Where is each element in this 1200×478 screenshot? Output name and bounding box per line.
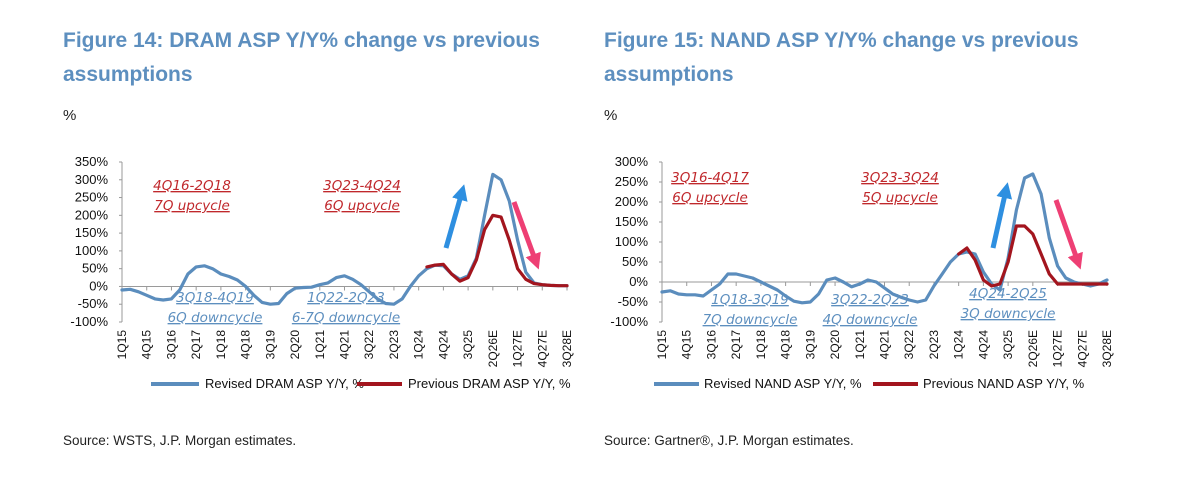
figure-14-panel: Figure 14: DRAM ASP Y/Y% change vs previ… — [63, 29, 574, 448]
x-tick-label: 3Q19 — [803, 330, 817, 360]
x-tick-label: 4Q18 — [239, 330, 253, 360]
series-line-previous — [425, 213, 569, 288]
x-tick-label: 3Q16 — [164, 330, 178, 360]
x-tick-label: 4Q15 — [140, 330, 154, 360]
figure-14-chart: -100% -50% 0% 50% 100% 150% 200% 250% 300% 350% 1Q… — [70, 154, 574, 391]
downcycle-annotation: 3Q downcycle — [961, 306, 1056, 322]
y-tick-label: 250% — [75, 190, 109, 205]
series-line-previous — [957, 224, 1109, 288]
x-tick-label: 2Q20 — [828, 330, 842, 360]
down-arrow-icon — [511, 201, 541, 270]
legend-label: Revised NAND ASP Y/Y, % — [704, 376, 862, 391]
y-tick-label: 0% — [89, 278, 108, 293]
x-tick-label: 2Q17 — [189, 330, 203, 360]
downcycle-annotation: 7Q downcycle — [703, 312, 798, 328]
x-tick-label: 3Q22 — [902, 330, 916, 360]
x-tick-label: 1Q15 — [115, 330, 129, 360]
x-tick-label: 1Q27E — [1051, 330, 1065, 367]
x-tick-label: 2Q17 — [729, 330, 743, 360]
x-tick-label: 3Q25 — [461, 330, 475, 360]
y-tick-label: 50% — [82, 261, 108, 276]
x-tick-label: 3Q28E — [560, 330, 574, 367]
x-tick-label: 2Q23 — [387, 330, 401, 360]
x-tick-label: 4Q24 — [436, 330, 450, 360]
figure-15-source: Source: Gartner®, J.P. Morgan estimates. — [604, 433, 854, 448]
figure-14-source: Source: WSTS, J.P. Morgan estimates. — [63, 433, 297, 448]
x-tick-label: 3Q22 — [362, 330, 376, 360]
downcycle-annotation: 6Q downcycle — [168, 310, 263, 326]
figure-14-title: Figure 14: DRAM ASP Y/Y% change vs previ… — [63, 29, 540, 86]
downcycle-annotation: 3Q18-4Q19 — [176, 290, 254, 306]
x-tick-label: 4Q27E — [1075, 330, 1089, 367]
downcycle-annotation: 4Q downcycle — [823, 312, 918, 328]
figure-15-title: Figure 15: NAND ASP Y/Y% change vs previ… — [604, 29, 1079, 86]
x-tick-label: 1Q24 — [952, 330, 966, 360]
upcycle-annotation: 4Q16-2Q18 — [153, 178, 231, 194]
x-tick-label: 1Q21 — [313, 330, 327, 360]
x-tick-label: 2Q26E — [486, 330, 500, 367]
upcycle-annotation: 3Q16-4Q17 — [671, 170, 749, 186]
figure-15-unit-label: % — [604, 107, 618, 124]
upcycle-annotation: 6Q upcycle — [324, 198, 400, 214]
y-tick-label: 150% — [615, 214, 649, 229]
x-tick-label: 1Q21 — [853, 330, 867, 360]
y-tick-label: 150% — [75, 225, 109, 240]
x-tick-label: 3Q19 — [263, 330, 277, 360]
y-tick-label: -100% — [70, 314, 108, 329]
y-tick-label: 50% — [622, 254, 648, 269]
y-tick-label: 350% — [75, 154, 109, 169]
x-tick-label: 1Q18 — [214, 330, 228, 360]
y-tick-label: 200% — [615, 194, 649, 209]
downcycle-annotation: 1Q18-3Q19 — [711, 292, 789, 308]
downcycle-annotation: 3Q22-2Q23 — [831, 292, 909, 308]
upcycle-annotation: 5Q upcycle — [862, 190, 938, 206]
x-tick-label: 3Q25 — [1001, 330, 1015, 360]
x-tick-label: 3Q16 — [704, 330, 718, 360]
series-line-revised — [120, 172, 569, 306]
x-tick-label: 2Q23 — [927, 330, 941, 360]
down-arrow-icon — [1053, 199, 1083, 270]
y-tick-label: -100% — [610, 314, 648, 329]
x-tick-label: 1Q27E — [511, 330, 525, 367]
x-tick-label: 2Q26E — [1026, 330, 1040, 367]
y-tick-label: 250% — [615, 174, 649, 189]
y-tick-label: 100% — [615, 234, 649, 249]
x-tick-label: 4Q24 — [976, 330, 990, 360]
downcycle-annotation: 4Q24-2Q25 — [969, 286, 1047, 302]
x-tick-label: 4Q18 — [779, 330, 793, 360]
figure-15-chart: -100% -50% 0% 50% 100% 150% 200% 250% 300% 1Q15 4Q… — [610, 154, 1114, 391]
downcycle-annotation: 6-7Q downcycle — [292, 310, 400, 326]
figure-15-panel: Figure 15: NAND ASP Y/Y% change vs previ… — [600, 0, 1200, 478]
up-arrow-icon — [990, 182, 1013, 249]
x-tick-label: 4Q21 — [338, 330, 352, 360]
upcycle-annotation: 3Q23-4Q24 — [323, 178, 401, 194]
y-tick-label: 100% — [75, 243, 109, 258]
y-tick-label: 0% — [629, 274, 648, 289]
legend-label: Revised DRAM ASP Y/Y, % — [205, 376, 364, 391]
series-line-revised — [660, 172, 1109, 305]
upcycle-annotation: 7Q upcycle — [154, 198, 230, 214]
upcycle-annotation: 6Q upcycle — [672, 190, 748, 206]
x-tick-label: 4Q21 — [878, 330, 892, 360]
upcycle-annotation: 3Q23-3Q24 — [861, 170, 939, 186]
x-tick-label: 1Q18 — [754, 330, 768, 360]
x-tick-label: 1Q24 — [412, 330, 426, 360]
downcycle-annotation: 1Q22-2Q23 — [307, 290, 385, 306]
y-tick-label: 300% — [615, 154, 649, 169]
up-arrow-icon — [443, 184, 468, 249]
x-tick-label: 4Q15 — [680, 330, 694, 360]
y-tick-label: 200% — [75, 207, 109, 222]
x-tick-label: 3Q28E — [1100, 330, 1114, 367]
legend-label: Previous DRAM ASP Y/Y, % — [408, 376, 571, 391]
x-tick-label: 4Q27E — [535, 330, 549, 367]
figure-14-unit-label: % — [63, 107, 77, 124]
y-tick-label: 300% — [75, 172, 109, 187]
y-tick-label: -50% — [618, 294, 649, 309]
x-tick-label: 1Q15 — [655, 330, 669, 360]
legend-label: Previous NAND ASP Y/Y, % — [923, 376, 1085, 391]
x-tick-label: 2Q20 — [288, 330, 302, 360]
y-tick-label: -50% — [78, 296, 109, 311]
